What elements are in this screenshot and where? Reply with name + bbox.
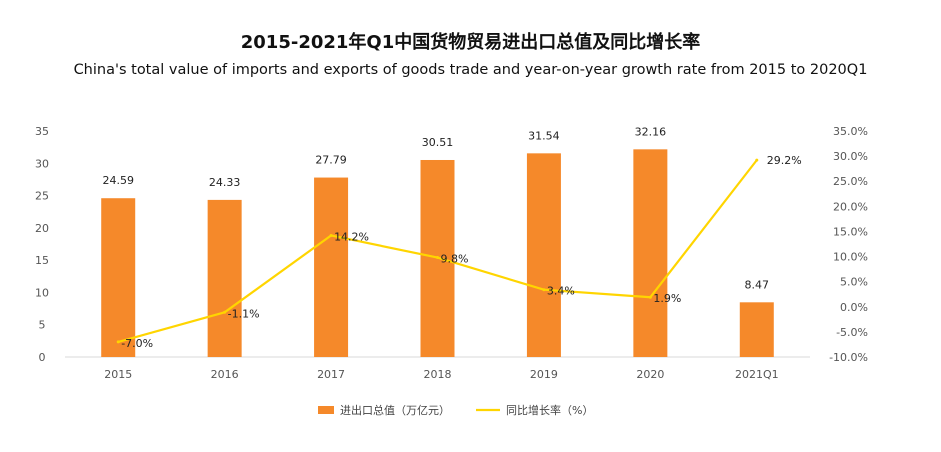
right-tick-label: 10.0%	[833, 251, 868, 264]
bar-value-label: 32.16	[635, 125, 667, 138]
right-tick-label: 5.0%	[840, 276, 868, 289]
line-point	[329, 233, 333, 237]
x-tick-label: 2017	[317, 368, 345, 381]
left-tick-label: 5	[39, 319, 46, 332]
line-point	[755, 158, 759, 162]
left-tick-label: 35	[35, 125, 49, 138]
bar	[633, 149, 668, 357]
right-tick-label: 15.0%	[833, 225, 868, 238]
left-tick-label: 25	[35, 190, 49, 203]
x-tick-label: 2015	[104, 368, 132, 381]
left-tick-label: 20	[35, 222, 49, 235]
x-tick-label: 2020	[636, 368, 664, 381]
line-value-label: -7.0%	[121, 337, 153, 350]
line-point	[542, 288, 546, 292]
bar	[739, 302, 774, 357]
right-axis: -10.0% -5.0% 0.0% 5.0% 10.0% 15.0% 20.0% 25.0% 3…	[829, 125, 868, 364]
legend-bar-swatch	[318, 406, 334, 414]
bar-value-label: 27.79	[315, 154, 347, 167]
line-value-label: 29.2%	[767, 154, 802, 167]
line-point	[436, 256, 439, 260]
chart-subtitle: China's total value of imports and expor…	[73, 62, 868, 78]
bar-value-label: 24.59	[102, 174, 134, 187]
line-value-label: 1.9%	[653, 292, 681, 305]
legend-bar-label: 进出口总值（万亿元）	[340, 403, 450, 417]
line-series: -7.0% -1.1% 14.2% 9.8% 3.4% 1.9% 29.2%	[116, 154, 802, 350]
right-tick-label: -5.0%	[836, 326, 868, 339]
bar-value-label: 8.47	[745, 278, 770, 291]
line-value-label: 9.8%	[441, 253, 469, 266]
right-tick-label: 35.0%	[833, 125, 868, 138]
left-axis: 0 5 10 15 20 25 30 35	[35, 125, 49, 364]
bar-value-label: 31.54	[528, 129, 560, 142]
right-tick-label: 25.0%	[833, 175, 868, 188]
right-tick-label: -10.0%	[829, 351, 868, 364]
right-tick-label: 0.0%	[840, 301, 868, 314]
bar	[314, 177, 349, 357]
left-tick-label: 0	[39, 351, 46, 364]
bar-value-label: 30.51	[422, 136, 454, 149]
left-tick-label: 10	[35, 286, 49, 299]
line-point	[116, 340, 120, 344]
x-tick-label: 2021Q1	[735, 368, 779, 381]
chart-title: 2015-2021年Q1中国货物贸易进出口总值及同比增长率	[240, 32, 701, 53]
bar	[526, 153, 561, 357]
x-tick-label: 2016	[211, 368, 239, 381]
bar-series: 24.59 24.33 27.79 30.51 31.54 32.16 8.47	[101, 125, 774, 357]
x-tick-label: 2019	[530, 368, 558, 381]
bar	[207, 199, 242, 357]
line-point	[223, 310, 227, 314]
x-axis-ticks: 2015 2016 2017 2018 2019 2020 2021Q1	[104, 368, 778, 381]
right-tick-label: 20.0%	[833, 200, 868, 213]
left-tick-label: 15	[35, 254, 49, 267]
bar-value-label: 24.33	[209, 176, 241, 189]
line-value-label: 14.2%	[334, 230, 369, 243]
legend: 进出口总值（万亿元） 同比增长率（%）	[318, 403, 593, 417]
left-tick-label: 30	[35, 157, 49, 170]
line-value-label: 3.4%	[547, 285, 575, 298]
x-tick-label: 2018	[424, 368, 452, 381]
line-point	[648, 295, 652, 299]
legend-line-label: 同比增长率（%）	[506, 403, 593, 417]
line-value-label: -1.1%	[228, 307, 260, 320]
bar	[101, 198, 136, 357]
right-tick-label: 30.0%	[833, 150, 868, 163]
